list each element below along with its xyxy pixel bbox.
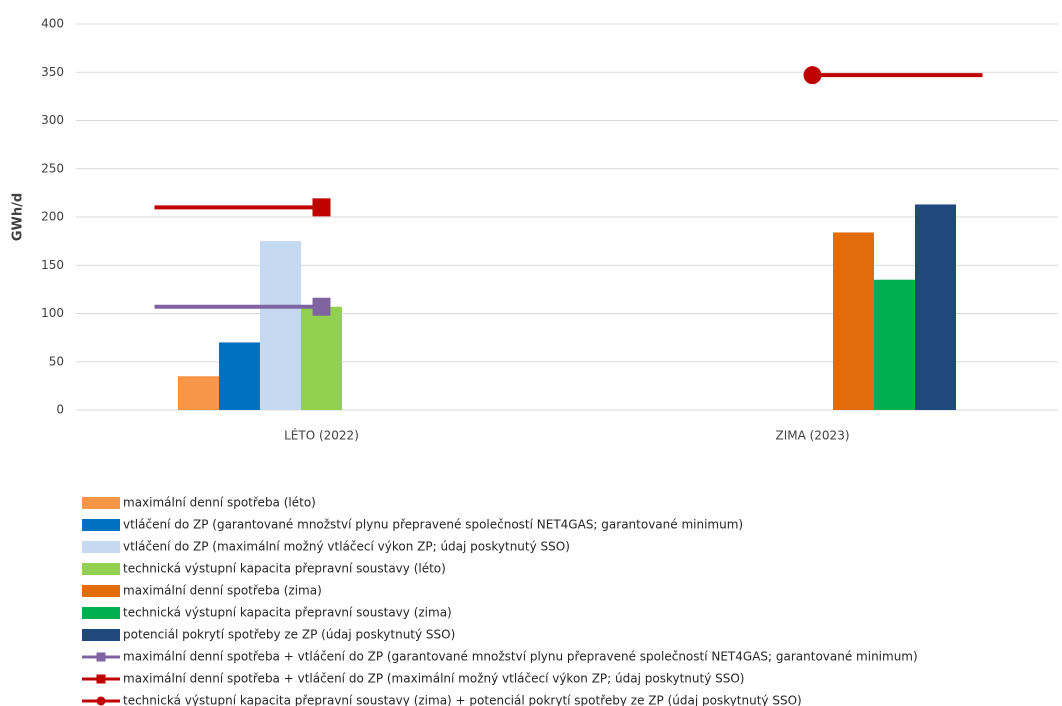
y-tick-label: 400 [41,17,64,31]
bar [874,279,915,410]
y-tick-label: 150 [41,258,64,272]
bar [219,342,260,410]
legend-swatch [82,563,120,575]
legend-swatch [82,541,120,553]
bar [915,204,956,410]
line-marker [312,297,331,316]
bar [178,376,219,410]
bar [301,306,342,410]
legend-marker [96,652,106,662]
legend-label: vtláčení do ZP (garantované množství ply… [123,518,743,532]
y-tick-label: 50 [49,354,64,368]
y-tick-label: 250 [41,161,64,175]
legend-swatch [82,519,120,531]
x-tick-label: LÉTO (2022) [284,428,359,443]
legend-marker [96,696,106,706]
y-tick-label: 350 [41,65,64,79]
legend-label: technická výstupní kapacita přepravní so… [123,606,452,620]
line-marker [312,198,331,217]
legend-swatch [82,497,120,509]
bar [260,241,301,410]
y-tick-label: 200 [41,210,64,224]
legend-marker [96,674,106,684]
x-tick-label: ZIMA (2023) [775,429,849,443]
legend-swatch [82,585,120,597]
legend-label: maximální denní spotřeba + vtláčení do Z… [123,650,918,664]
legend-label: technická výstupní kapacita přepravní so… [123,694,802,706]
y-tick-label: 100 [41,306,64,320]
legend-label: maximální denní spotřeba (léto) [123,496,316,510]
legend-swatch [82,629,120,641]
legend-label: maximální denní spotřeba + vtláčení do Z… [123,672,745,686]
legend-label: vtláčení do ZP (maximální možný vtláčecí… [123,540,570,554]
legend-swatch [82,607,120,619]
y-axis-label: GWh/d [11,193,26,241]
y-tick-label: 300 [41,113,64,127]
line-marker [803,66,822,85]
legend-label: technická výstupní kapacita přepravní so… [123,562,446,576]
y-tick-label: 0 [56,403,64,417]
legend-label: maximální denní spotřeba (zima) [123,584,322,598]
bar [833,232,874,410]
legend-label: potenciál pokrytí spotřeby ze ZP (údaj p… [123,628,455,642]
